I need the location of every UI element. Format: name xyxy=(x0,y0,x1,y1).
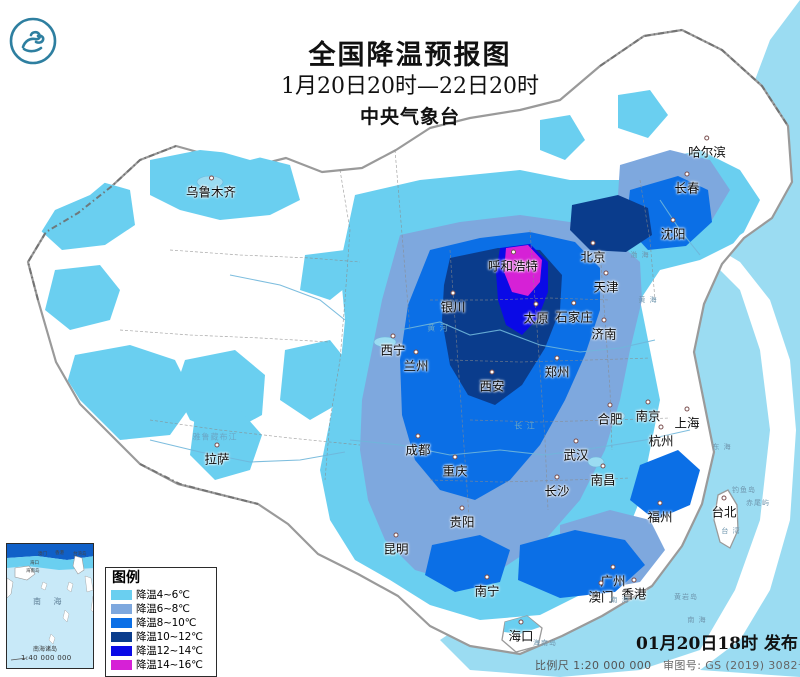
inset-haikou-label: 海口 xyxy=(30,561,39,566)
legend-items: 降温4~6℃ 降温6~8℃ 降温8~10℃ 降温10~12℃ 降温12~14℃ 降温14~… xyxy=(111,588,212,671)
legend-color-swatch xyxy=(111,645,132,656)
scale-text: 比例尺 1:20 000 000 xyxy=(535,659,652,672)
legend-item-label: 降温14~16℃ xyxy=(136,659,203,672)
legend-item: 降温14~16℃ xyxy=(111,658,212,671)
page-title: 全国降温预报图 xyxy=(308,40,512,71)
lakes xyxy=(196,175,626,468)
legend-item-label: 降温4~6℃ xyxy=(136,589,190,602)
legend-box: 图例 降温4~6℃ 降温6~8℃ 降温8~10℃ 降温10~12℃ 降温12~14℃ 降温… xyxy=(105,567,217,677)
national-border xyxy=(26,28,789,505)
rivers xyxy=(149,199,701,463)
legend-item-label: 降温8~10℃ xyxy=(136,617,197,630)
forecast-period: 1月20日20时—22日20时 xyxy=(281,74,539,100)
legend-color-swatch xyxy=(111,631,132,642)
legend-color-swatch xyxy=(111,603,132,614)
province-boundaries xyxy=(119,149,671,531)
zone-14-16 xyxy=(504,245,542,296)
inset-islands-label: 南海诸岛 xyxy=(33,646,58,653)
legend-item-label: 降温12~14℃ xyxy=(136,645,203,658)
legend-item: 降温8~10℃ xyxy=(111,616,212,629)
hainan-island xyxy=(501,615,543,653)
map-title-block: 全国降温预报图 1月20日20时—22日20时 中央气象台 xyxy=(255,40,565,131)
legend-item-label: 降温6~8℃ xyxy=(136,603,190,616)
issuing-organization: 中央气象台 xyxy=(359,105,460,128)
legend-item: 降温6~8℃ xyxy=(111,602,212,615)
legend-item: 降温12~14℃ xyxy=(111,644,212,657)
taiwan-island xyxy=(713,489,739,549)
inset-taiwan-label: 台湾岛 xyxy=(73,552,87,557)
south-china-sea-inset-map: 南 海 南海诸岛 1:40 000 000 澳门 香港 台湾岛 海口 海南岛 xyxy=(6,543,94,669)
inset-sea-label: 南 海 xyxy=(33,597,67,606)
cooling-zone-layer xyxy=(40,90,760,620)
legend-item: 降温4~6℃ xyxy=(111,588,212,601)
legend-color-swatch xyxy=(111,617,132,628)
inset-hk-label: 香港 xyxy=(55,551,64,556)
cma-dragon-logo-icon xyxy=(9,17,57,65)
legend-item-label: 降温10~12℃ xyxy=(136,631,203,644)
inset-hainan-label: 海南岛 xyxy=(26,569,40,574)
legend-color-swatch xyxy=(111,659,132,670)
legend-item: 降温10~12℃ xyxy=(111,630,212,643)
issue-time-text: 01月20日18时 发布 xyxy=(636,634,798,654)
inset-macau-label: 澳门 xyxy=(38,552,47,557)
approval-number-text: 审图号: GS (2019) 3082号 xyxy=(663,659,800,672)
inset-scale-label: 1:40 000 000 xyxy=(21,654,72,662)
legend-title: 图例 xyxy=(112,570,140,586)
legend-color-swatch xyxy=(111,589,132,600)
